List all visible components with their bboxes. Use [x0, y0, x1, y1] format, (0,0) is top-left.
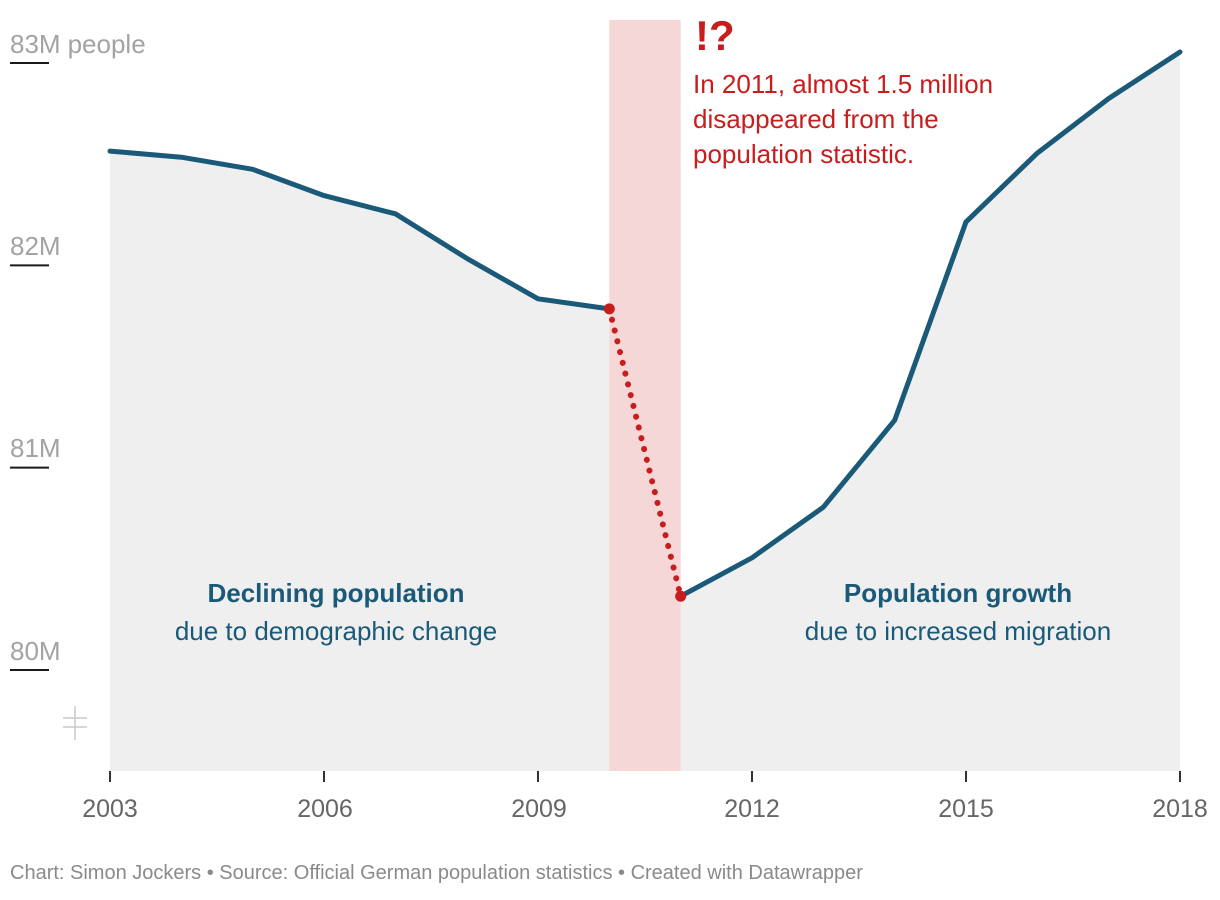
data-point-2008 [465, 256, 469, 260]
x-tick-label-2015: 2015 [938, 795, 994, 823]
alert-line-1: In 2011, almost 1.5 million [693, 69, 993, 99]
y-tick-label-82: 82M [10, 231, 61, 261]
break-segment-dotted [606, 305, 684, 600]
population-chart: 83M people 82M 81M 80M 2003 2006 2009 201… [10, 12, 1208, 823]
data-point-2012 [750, 556, 754, 560]
area-layer [110, 52, 1180, 771]
y-unit-label: people [68, 29, 146, 59]
footer-tool: Created with Datawrapper [630, 862, 863, 884]
data-point-2006 [322, 194, 326, 198]
chart-footer: Chart: Simon Jockers • Source: Official … [10, 862, 863, 885]
x-tick-label-2018: 2018 [1152, 795, 1208, 823]
x-tick-label-2012: 2012 [724, 795, 780, 823]
data-point-2017 [1107, 96, 1111, 100]
data-point-2018 [1178, 50, 1182, 54]
left-region-subtitle: due to demographic change [175, 616, 497, 646]
y-tick-label-81: 81M [10, 433, 61, 463]
y-tick-label-83: 83M people [10, 29, 146, 59]
series-line-before-break [107, 148, 612, 312]
alert-mark: !? [695, 12, 735, 59]
data-point-2004 [179, 155, 183, 159]
right-region-subtitle: due to increased migration [805, 616, 1111, 646]
highlight-band [609, 20, 681, 771]
axis-layer [10, 62, 1181, 782]
data-point-2015 [964, 220, 968, 224]
footer-credit: Chart: Simon Jockers [10, 862, 202, 884]
series-line-after-break [678, 49, 1183, 599]
data-point-2016 [1035, 151, 1039, 155]
data-point-2009 [536, 297, 540, 301]
data-point-2010 [607, 307, 611, 311]
data-point-2014 [893, 418, 897, 422]
footer-separator-1: • [201, 862, 220, 884]
highlight-band-layer [609, 20, 681, 771]
right-region-title: Population growth [844, 578, 1072, 608]
alert-line-3: population statistic. [693, 139, 914, 169]
axis-break-icon [63, 706, 87, 740]
y-tick-label-80: 80M [10, 636, 61, 666]
x-tick-label-2006: 2006 [297, 795, 353, 823]
break-point-2010 [603, 303, 615, 315]
x-tick-label-2009: 2009 [511, 795, 567, 823]
data-point-2005 [251, 167, 255, 171]
x-tick-label-2003: 2003 [82, 795, 138, 823]
break-point-2011 [675, 590, 687, 602]
line-layer [107, 49, 1183, 602]
footer-separator-2: • [612, 862, 631, 884]
footer-source: Source: Official German population stati… [219, 862, 613, 884]
left-region-title: Declining population [207, 578, 464, 608]
data-point-2003 [108, 149, 112, 153]
data-point-2007 [393, 212, 397, 216]
alert-line-2: disappeared from the [693, 104, 939, 134]
data-point-2013 [821, 505, 825, 509]
data-point-2011 [679, 594, 683, 598]
area-fill [110, 52, 1180, 771]
